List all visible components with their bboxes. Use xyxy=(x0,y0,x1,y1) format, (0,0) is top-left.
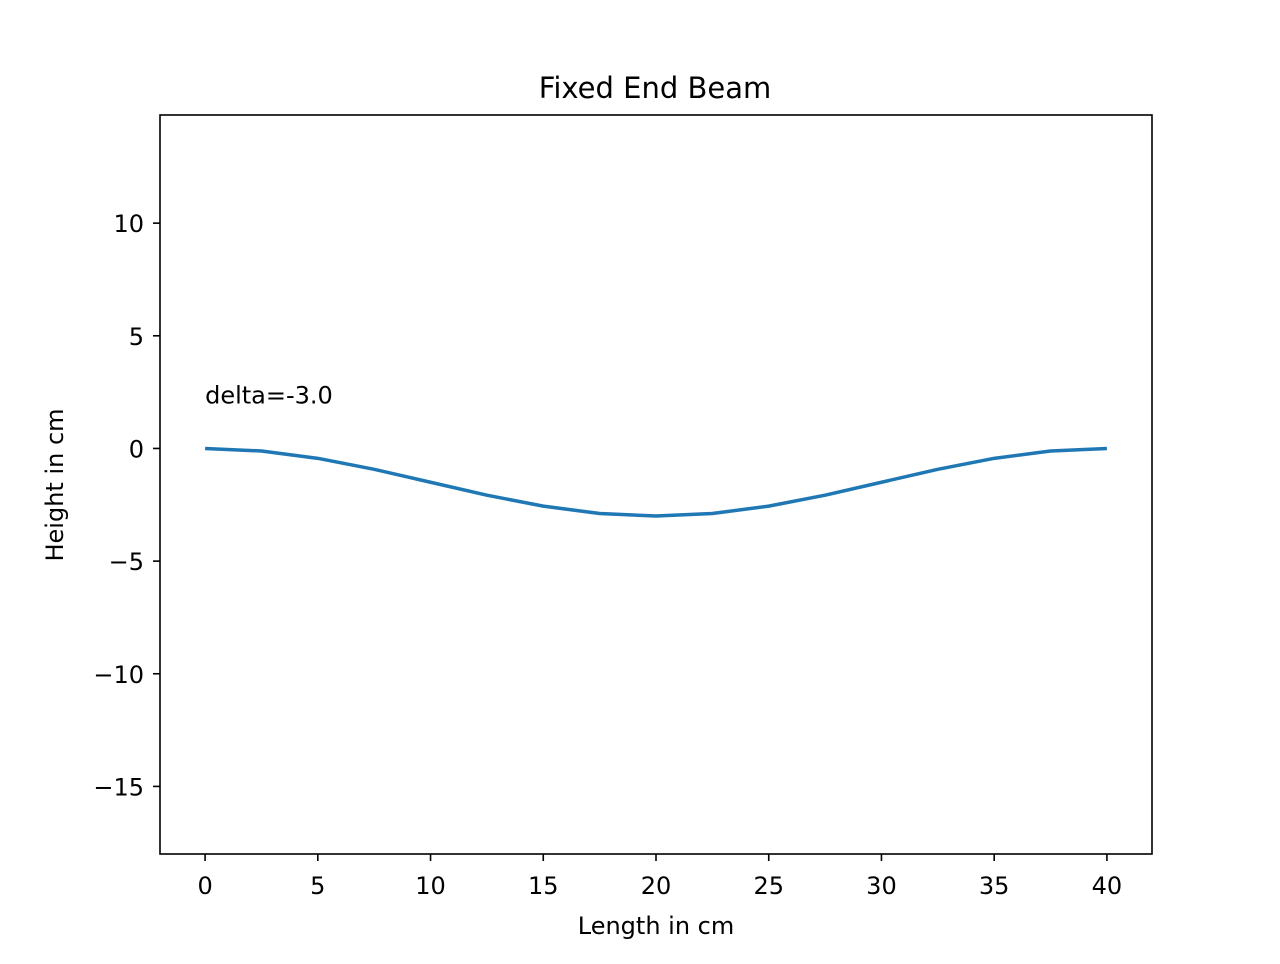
x-tick-label: 15 xyxy=(528,872,559,900)
x-tick-label: 40 xyxy=(1092,872,1123,900)
y-tick-label: 10 xyxy=(113,210,144,238)
x-tick-label: 25 xyxy=(753,872,784,900)
annotation-0: delta=-3.0 xyxy=(205,381,333,409)
y-axis: 10 5 0 −5 −10 −15 xyxy=(93,210,160,801)
chart-title: Fixed End Beam xyxy=(539,71,771,105)
x-tick-label: 0 xyxy=(197,872,212,900)
y-tick-label: −15 xyxy=(93,773,144,801)
x-axis: 0 5 10 15 20 25 30 35 40 xyxy=(197,854,1122,900)
y-tick-label: 0 xyxy=(129,435,144,463)
x-tick-label: 10 xyxy=(415,872,446,900)
y-axis-label: Height in cm xyxy=(41,408,69,561)
x-tick-label: 5 xyxy=(310,872,325,900)
y-tick-label: 5 xyxy=(129,323,144,351)
x-tick-label: 20 xyxy=(641,872,672,900)
y-tick-label: −5 xyxy=(109,548,144,576)
y-tick-label: −10 xyxy=(93,661,144,689)
series-line-0 xyxy=(205,446,1107,518)
x-tick-label: 30 xyxy=(866,872,897,900)
plot-area: delta=-3.0 xyxy=(205,381,1107,518)
x-tick-label: 35 xyxy=(979,872,1010,900)
x-axis-label: Length in cm xyxy=(578,912,735,940)
